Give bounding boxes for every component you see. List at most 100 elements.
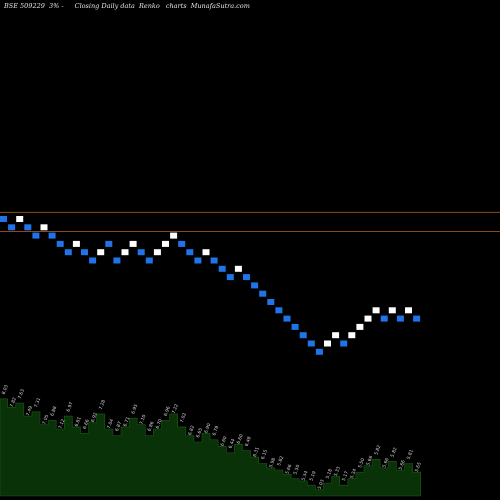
volume-label: 7.63 [17,388,26,400]
renko-brick-up [129,240,137,247]
volume-label: 6.15 [260,449,269,461]
volume-label: 5.03 [317,479,326,491]
renko-brick-up [153,249,161,256]
volume-label: 5.66 [284,463,293,475]
renko-brick-down [413,315,421,322]
volume-label: 5.50 [292,464,301,476]
header-kind: Renko [138,2,160,10]
volume-label: 5.34 [300,470,309,482]
renko-brick-down [186,249,194,256]
renko-brick-down [307,340,315,347]
renko-brick-down [259,290,267,297]
volume-label: 6.65 [195,427,204,439]
volume-label: 8.03 [1,384,10,396]
volume-area [0,398,421,497]
volume-label: 6.92 [90,412,99,424]
volume-label: 7.10 [138,414,147,426]
volume-label: 5.17 [341,470,350,482]
renko-brick-up [364,315,372,322]
renko-brick-up [348,332,356,339]
renko-brick-down [291,323,299,330]
renko-brick-down [64,249,72,256]
renko-brick-down [113,257,121,264]
renko-brick-up [202,249,210,256]
volume-label: 6.86 [147,421,156,433]
renko-brick-down [396,315,404,322]
renko-brick-down [48,232,56,239]
volume-label: 5.33 [333,466,342,478]
renko-brick-up [16,216,24,222]
volume-label: 5.98 [268,457,277,469]
renko-brick-up [356,323,364,330]
volume-label: 5.34 [349,468,358,480]
volume-label: 7.05 [41,414,50,426]
volume-label: 7.49 [25,405,34,417]
volume-label: 5.18 [325,468,334,480]
renko-brick-down [251,282,259,289]
volume-label: 6.82 [187,425,196,437]
renko-brick-up [40,224,48,231]
volume-label: 7.04 [106,418,115,430]
volume-label: 5.19 [309,470,318,482]
volume-label: 6.71 [122,416,131,428]
renko-brick-down [137,249,145,256]
renko-brick-down [145,257,153,264]
header-site: MunafaSutra.com [190,2,250,10]
renko-brick-down [340,340,348,347]
renko-brick-down [380,315,388,322]
header-caption: Closing Daily data [75,2,135,10]
volume-area-path [0,398,421,497]
renko-brick-down [81,249,88,256]
renko-brick-down [218,265,226,272]
volume-label: 6.31 [252,446,261,458]
volume-label: 6.96 [163,405,172,417]
renko-brick-down [299,332,307,339]
renko-brick-up [121,249,129,256]
volume-label: 5.81 [406,449,415,461]
volume-label: 6.70 [155,418,164,430]
volume-label: 6.97 [66,401,75,413]
volume-label: 5.66 [398,459,407,471]
volume-label: 6.44 [228,438,237,450]
renko-brick-down [0,216,7,222]
volume-label: 7.02 [179,412,188,424]
volume-label: 6.87 [114,421,123,433]
renko-brick-up [372,307,380,314]
renko-brick-down [105,240,113,247]
header-brick: 3% - [49,2,64,10]
volume-label: 5.82 [276,455,285,467]
header-symbol: BSE 509229 [3,2,45,10]
renko-brick-down [283,315,291,322]
volume-label: 5.82 [390,447,399,459]
renko-brick-down [210,257,218,264]
volume-label: 5.82 [373,444,382,456]
volume-label: 7.82 [9,397,18,409]
renko-brick-down [24,224,32,231]
renko-brick-up [324,340,331,347]
volume-label: 6.90 [203,422,212,434]
renko-brick-down [243,274,250,281]
volume-label: 6.95 [130,403,139,415]
renko-brick-up [388,307,396,314]
renko-brick-down [56,240,64,247]
renko-brick-down [315,348,323,355]
header-suffix: charts [166,2,187,10]
renko-brick-down [226,274,234,281]
chart-header: BSE 509229 3% - Closing Daily data Renko… [3,2,250,10]
renko-brick-down [89,257,97,264]
renko-brick-down [178,240,186,247]
renko-brick-down [32,232,40,239]
renko-brick-up [162,240,169,247]
renko-brick-up [332,332,340,339]
volume-label: 6.81 [74,416,83,428]
volume-label: 7.22 [171,403,180,415]
renko-brick-down [267,299,275,305]
volume-label: 6.78 [211,425,220,437]
renko-brick-up [405,307,412,314]
volume-label: 6.66 [82,418,91,430]
renko-bricks [0,216,421,355]
volume-label: 7.31 [33,397,42,409]
volume-label: 6.48 [244,436,253,448]
renko-brick-down [8,224,16,231]
renko-brick-down [194,257,202,264]
